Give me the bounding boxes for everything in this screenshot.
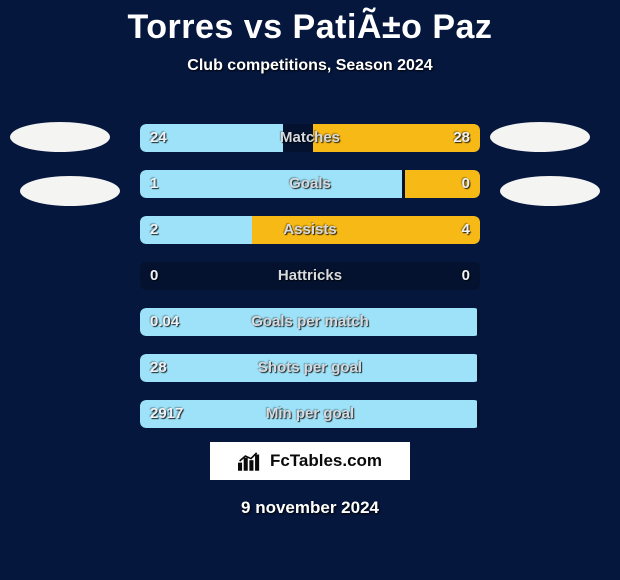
stat-label: Shots per goal: [140, 354, 480, 382]
stat-row-matches: 24Matches28: [140, 124, 480, 152]
stat-label: Goals: [140, 170, 480, 198]
stat-label: Hattricks: [140, 262, 480, 290]
stat-label: Assists: [140, 216, 480, 244]
value-right: 0: [462, 262, 470, 290]
player-badge-3: [500, 176, 600, 206]
stat-row-goals-per-match: 0.04Goals per match: [140, 308, 480, 336]
stat-label: Min per goal: [140, 400, 480, 428]
stats-container: 24Matches281Goals02Assists40Hattricks00.…: [140, 124, 480, 446]
player-badge-0: [10, 122, 110, 152]
stat-row-shots-per-goal: 28Shots per goal: [140, 354, 480, 382]
value-right: 4: [462, 216, 470, 244]
stat-label: Matches: [140, 124, 480, 152]
stat-row-goals: 1Goals0: [140, 170, 480, 198]
subtitle: Club competitions, Season 2024: [0, 57, 620, 75]
stat-row-min-per-goal: 2917Min per goal: [140, 400, 480, 428]
value-right: 0: [462, 170, 470, 198]
footer-logo: FcTables.com: [210, 442, 410, 480]
bars-icon: [238, 451, 264, 471]
value-right: 28: [453, 124, 470, 152]
logo-text: FcTables.com: [270, 451, 382, 471]
date-text: 9 november 2024: [0, 498, 620, 518]
page-title: Torres vs PatiÃ±o Paz: [0, 0, 620, 47]
player-badge-1: [20, 176, 120, 206]
stat-row-hattricks: 0Hattricks0: [140, 262, 480, 290]
stat-label: Goals per match: [140, 308, 480, 336]
stat-row-assists: 2Assists4: [140, 216, 480, 244]
player-badge-2: [490, 122, 590, 152]
